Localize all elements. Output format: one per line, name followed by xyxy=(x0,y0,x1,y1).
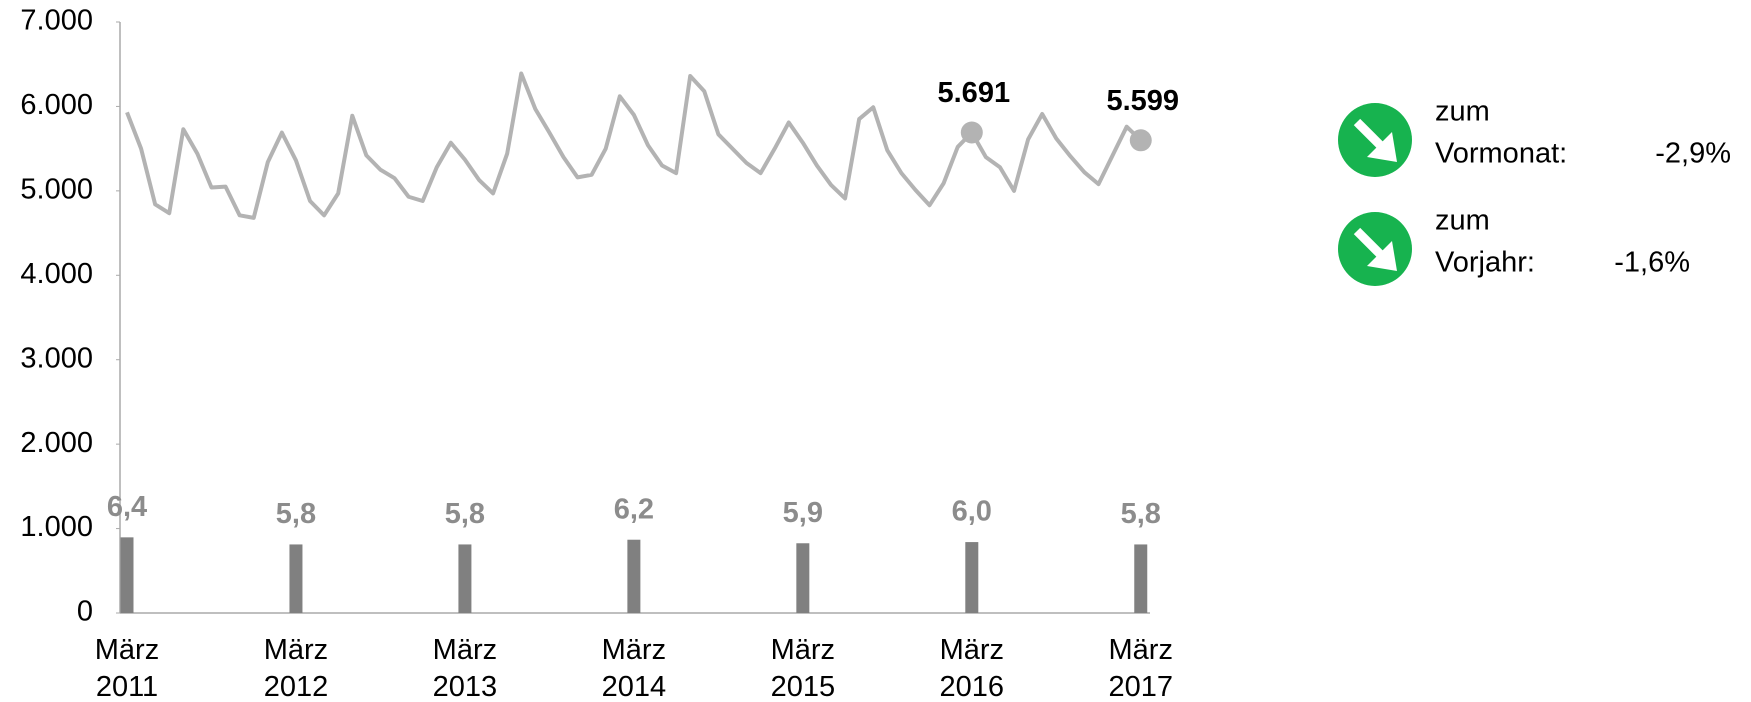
y-tick-label: 5.000 xyxy=(20,174,93,206)
y-tick-label: 3.000 xyxy=(20,342,93,374)
indicator-change: -1,6% xyxy=(1614,247,1690,279)
bar-label: 5,8 xyxy=(445,498,485,530)
bar-label: 5,8 xyxy=(1121,498,1161,530)
x-tick-label: März 2015 xyxy=(770,634,836,702)
y-tick-label: 0 xyxy=(77,596,93,628)
indicator-text: zum xyxy=(1435,205,1490,237)
arrow-head xyxy=(1367,132,1397,162)
bar-label: 6,0 xyxy=(952,496,992,528)
x-tick-label: März 2014 xyxy=(601,634,667,702)
arrow-shaft xyxy=(1353,118,1384,149)
indicator: zum Vormonat: -2,9% xyxy=(1338,96,1731,177)
y-tick-label: 4.000 xyxy=(20,258,93,290)
y-tick-label: 7.000 xyxy=(20,5,93,37)
bar xyxy=(458,544,472,613)
point-label: 5.691 xyxy=(938,77,1011,109)
bar xyxy=(289,544,303,613)
bar-label: 6,2 xyxy=(614,493,654,525)
arrow-shaft xyxy=(1353,227,1384,258)
point-label: 5.599 xyxy=(1106,85,1179,117)
bar xyxy=(796,543,810,613)
indicator-text: zum xyxy=(1435,96,1490,128)
indicator-text: Vormonat: xyxy=(1435,138,1567,170)
y-tick-label: 2.000 xyxy=(20,427,93,459)
highlight-point xyxy=(960,121,983,144)
bar xyxy=(965,542,979,613)
bar xyxy=(120,537,134,613)
bar-label: 6,4 xyxy=(107,491,147,523)
x-tick-label: März 2013 xyxy=(432,634,498,702)
x-tick-label: März 2012 xyxy=(263,634,329,702)
x-tick-label: März 2017 xyxy=(1108,634,1173,702)
bar-label: 5,9 xyxy=(783,497,823,529)
indicator: zum Vorjahr: -1,6% xyxy=(1338,205,1690,286)
y-tick-label: 6.000 xyxy=(20,89,93,121)
arrow-head xyxy=(1367,241,1397,271)
highlight-point xyxy=(1129,129,1152,152)
x-tick-label: März 2016 xyxy=(939,634,1005,702)
bar xyxy=(627,539,641,613)
bar-label: 5,8 xyxy=(276,498,316,530)
y-tick-label: 1.000 xyxy=(20,511,93,543)
x-tick-label: März 2011 xyxy=(94,634,160,702)
indicator-change: -2,9% xyxy=(1655,138,1731,170)
indicator-text: Vorjahr: xyxy=(1435,247,1535,279)
bar xyxy=(1134,544,1148,613)
